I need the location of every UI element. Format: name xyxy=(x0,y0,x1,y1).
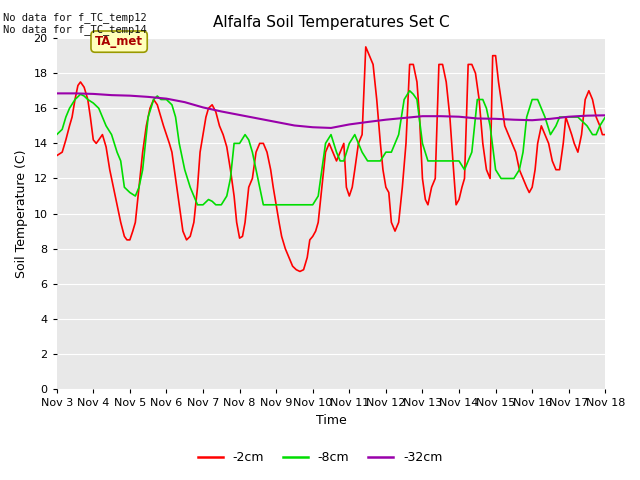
Title: Alfalfa Soil Temperatures Set C: Alfalfa Soil Temperatures Set C xyxy=(212,15,449,30)
Text: No data for f_TC_temp12
No data for f_TC_temp14: No data for f_TC_temp12 No data for f_TC… xyxy=(3,12,147,36)
Text: TA_met: TA_met xyxy=(95,35,143,48)
Y-axis label: Soil Temperature (C): Soil Temperature (C) xyxy=(15,149,28,278)
Legend: -2cm, -8cm, -32cm: -2cm, -8cm, -32cm xyxy=(193,446,447,469)
X-axis label: Time: Time xyxy=(316,414,346,427)
